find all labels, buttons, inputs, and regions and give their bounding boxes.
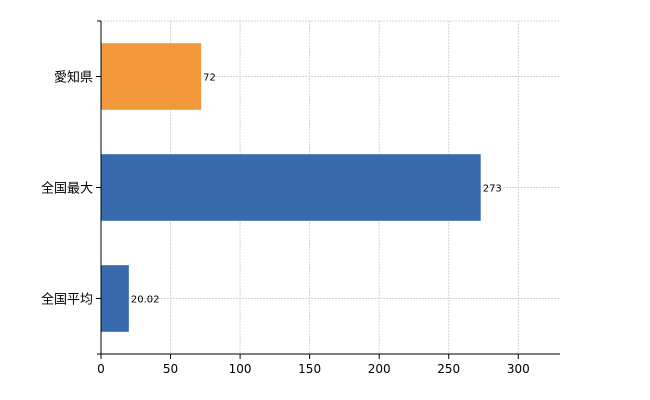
x-tick-label: 200 — [368, 362, 391, 376]
bar — [101, 265, 129, 332]
data-label: 72 — [203, 73, 216, 84]
x-tick-label: 0 — [97, 362, 105, 376]
x-tick-label: 50 — [163, 362, 178, 376]
bars-layer — [101, 43, 481, 332]
data-label: 273 — [483, 184, 502, 195]
data-label: 20.02 — [131, 295, 160, 306]
y-tick-label: 全国最大 — [41, 181, 93, 197]
y-tick-label: 愛知県 — [54, 70, 93, 86]
bar — [101, 154, 481, 221]
x-tick-label: 300 — [507, 362, 530, 376]
axis-layer — [96, 20, 560, 359]
x-tick-label: 250 — [437, 362, 460, 376]
x-tick-label: 150 — [298, 362, 321, 376]
x-tick-label: 100 — [229, 362, 252, 376]
y-tick-label: 全国平均 — [41, 292, 93, 308]
bar — [101, 43, 202, 110]
